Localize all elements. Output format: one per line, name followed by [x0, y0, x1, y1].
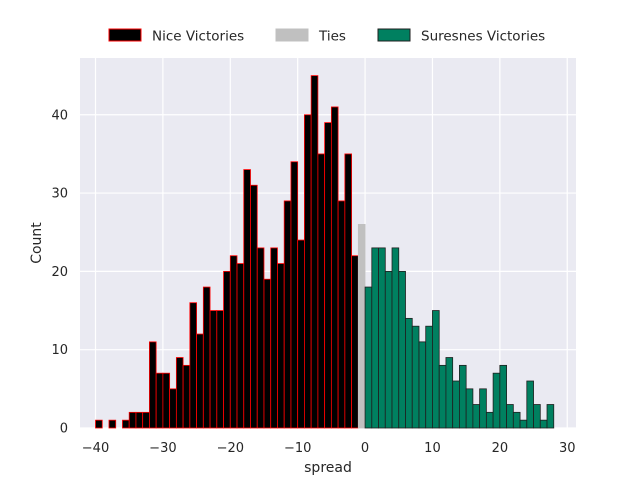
- suresnes-victories-bar: [472, 404, 481, 429]
- nice-victories-bar: [216, 310, 224, 429]
- nice-victories-bar: [149, 341, 157, 429]
- suresnes-victories-bar: [384, 270, 393, 429]
- nice-victories-bar: [209, 310, 218, 429]
- legend: Nice Victories Ties Suresnes Victories: [108, 28, 545, 45]
- nice-victories-bar: [256, 247, 265, 429]
- nice-victories-bar: [155, 372, 164, 429]
- x-tick-label: 0: [361, 441, 369, 456]
- legend-swatch-nice-victories: [108, 28, 142, 42]
- suresnes-victories-bar: [499, 364, 507, 429]
- x-tick-label: −30: [149, 441, 176, 456]
- nice-victories-bar: [310, 75, 319, 429]
- suresnes-victories-bar: [405, 317, 413, 429]
- nice-victories-bar: [250, 184, 258, 429]
- nice-victories-bar: [196, 333, 204, 429]
- y-tick-labels: 0 10 20 30 40: [51, 108, 68, 436]
- nice-victories-bar: [223, 270, 231, 429]
- nice-victories-bar: [351, 255, 359, 429]
- legend-label-ties: Ties: [318, 29, 346, 45]
- x-tick-labels: −40 −30 −20 −10 0 10 20 30: [82, 441, 576, 456]
- y-tick-label: 0: [60, 422, 68, 437]
- suresnes-victories-bar: [506, 404, 514, 429]
- x-tick-label: −20: [217, 441, 244, 456]
- nice-victories-bar: [304, 114, 312, 429]
- x-tick-label: 20: [492, 441, 509, 456]
- x-tick-label: 10: [424, 441, 441, 456]
- nice-victories-bar: [277, 263, 285, 429]
- nice-victories-bar: [337, 200, 346, 429]
- y-tick-label: 10: [51, 343, 68, 358]
- nice-victories-bar: [324, 122, 332, 429]
- nice-victories-bar: [202, 286, 211, 429]
- suresnes-victories-bar: [539, 419, 548, 429]
- nice-victories-bar: [229, 255, 238, 429]
- suresnes-victories-bar: [425, 325, 433, 429]
- suresnes-victories-bar: [546, 404, 555, 429]
- suresnes-victories-bar: [411, 325, 420, 429]
- legend-label-nice-victories: Nice Victories: [152, 29, 244, 45]
- suresnes-victories-bar: [371, 247, 379, 429]
- suresnes-victories-bar: [519, 419, 528, 429]
- bars: [95, 75, 555, 429]
- nice-victories-bar: [344, 153, 352, 429]
- x-tick-label: 30: [559, 441, 576, 456]
- suresnes-victories-bar: [479, 388, 487, 429]
- x-tick-label: −40: [82, 441, 109, 456]
- nice-victories-bar: [290, 161, 299, 429]
- nice-victories-bar: [182, 364, 191, 429]
- y-axis-label: Count: [29, 222, 45, 264]
- legend-swatch-ties: [275, 28, 309, 42]
- nice-victories-bar: [142, 411, 150, 429]
- nice-victories-bar: [317, 153, 326, 429]
- nice-victories-bar: [175, 357, 184, 429]
- suresnes-victories-bar: [512, 411, 521, 429]
- nice-victories-bar: [297, 239, 305, 429]
- nice-victories-bar: [135, 411, 144, 429]
- y-tick-label: 20: [51, 265, 68, 280]
- x-tick-label: −10: [284, 441, 311, 456]
- suresnes-victories-bar: [364, 286, 373, 429]
- nice-victories-bar: [95, 419, 103, 429]
- nice-victories-bar: [236, 263, 245, 429]
- nice-victories-bar: [122, 419, 130, 429]
- suresnes-victories-bar: [526, 380, 534, 429]
- suresnes-victories-bar: [445, 357, 454, 429]
- nice-victories-bar: [270, 247, 278, 429]
- nice-victories-bar: [243, 169, 251, 429]
- suresnes-victories-bar: [485, 411, 494, 429]
- suresnes-victories-bar: [438, 364, 447, 429]
- y-tick-label: 30: [51, 187, 68, 202]
- nice-victories-bar: [169, 388, 177, 429]
- x-axis-label: spread: [304, 460, 352, 476]
- nice-victories-bar: [189, 302, 197, 429]
- suresnes-victories-bar: [378, 247, 386, 429]
- suresnes-victories-bar: [492, 372, 501, 429]
- nice-victories-bar: [162, 372, 171, 429]
- suresnes-victories-bar: [459, 364, 467, 429]
- suresnes-victories-bar: [418, 341, 427, 429]
- nice-victories-bar: [108, 419, 117, 429]
- suresnes-victories-bar: [533, 404, 541, 429]
- legend-label-suresnes-victories: Suresnes Victories: [421, 29, 545, 45]
- suresnes-victories-bar: [432, 310, 440, 429]
- nice-victories-bar: [283, 200, 292, 429]
- suresnes-victories-bar: [391, 247, 400, 429]
- ties-bar: [357, 224, 366, 429]
- suresnes-victories-bar: [452, 380, 460, 429]
- nice-victories-bar: [128, 411, 137, 429]
- nice-victories-bar: [330, 106, 339, 429]
- suresnes-victories-bar: [398, 270, 406, 429]
- legend-swatch-suresnes-victories: [377, 28, 411, 42]
- nice-victories-bar: [263, 278, 272, 429]
- y-tick-label: 40: [51, 108, 68, 123]
- suresnes-victories-bar: [465, 388, 474, 429]
